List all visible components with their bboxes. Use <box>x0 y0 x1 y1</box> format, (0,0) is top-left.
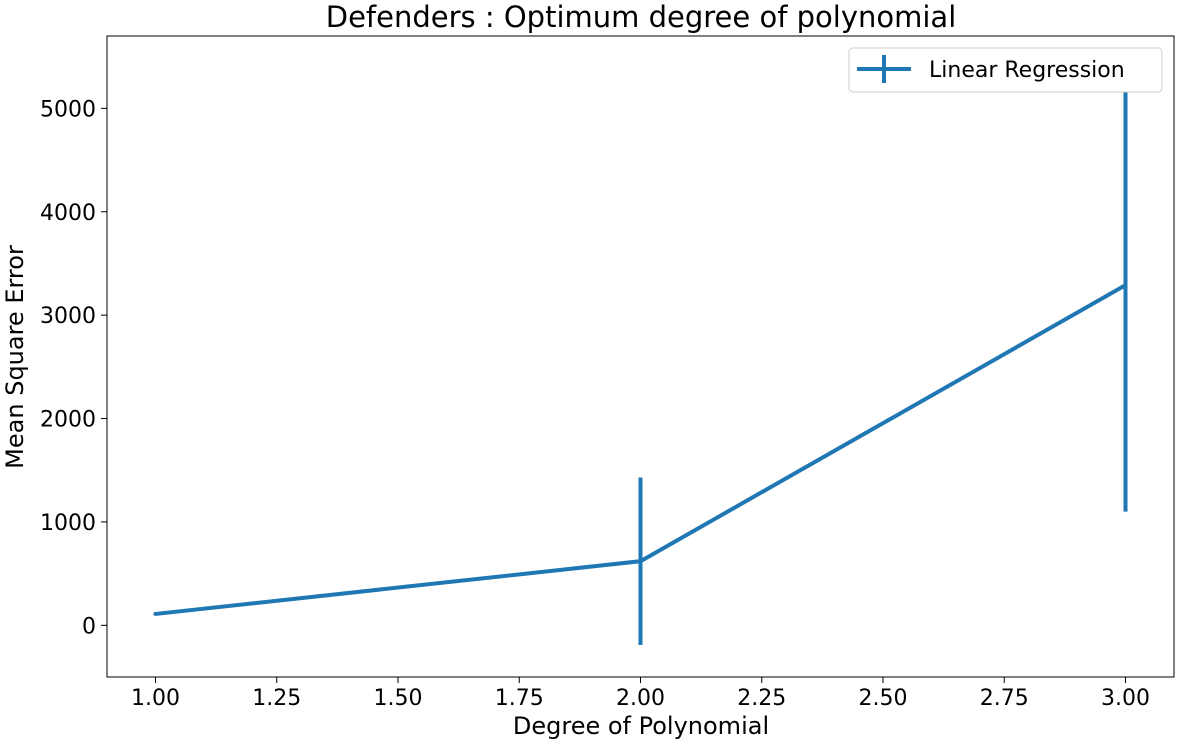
y-axis-label: Mean Square Error <box>1 245 29 469</box>
y-axis: 0 1000 2000 3000 4000 5000 <box>40 97 107 639</box>
x-tick-label: 1.50 <box>374 686 423 711</box>
x-tick-label: 2.25 <box>737 686 786 711</box>
y-tick-label: 1000 <box>40 511 96 536</box>
x-tick-label: 1.00 <box>131 686 180 711</box>
data-point <box>638 559 643 564</box>
data-point <box>1123 283 1128 288</box>
x-tick-label: 2.50 <box>859 686 908 711</box>
y-tick-label: 3000 <box>40 304 96 329</box>
x-tick-label: 2.00 <box>616 686 665 711</box>
x-tick-label: 2.75 <box>980 686 1029 711</box>
plot-content <box>153 58 1128 645</box>
x-tick-label: 3.00 <box>1101 686 1150 711</box>
legend-box <box>848 47 1163 93</box>
legend-entry-label: Linear Regression <box>929 58 1125 83</box>
x-axis: 1.00 1.25 1.50 1.75 2.00 2.25 2.50 2.75 3.00 <box>131 677 1150 711</box>
x-tick-label: 1.25 <box>252 686 301 711</box>
x-tick-label: 1.75 <box>495 686 544 711</box>
y-tick-label: 4000 <box>40 201 96 226</box>
legend: Linear Regression <box>848 47 1163 93</box>
y-tick-label: 0 <box>82 614 96 639</box>
chart-title: Defenders : Optimum degree of polynomial <box>326 0 957 34</box>
y-tick-label: 5000 <box>40 97 96 122</box>
y-tick-label: 2000 <box>40 408 96 433</box>
data-point <box>153 611 158 616</box>
x-axis-label: Degree of Polynomial <box>513 712 769 740</box>
